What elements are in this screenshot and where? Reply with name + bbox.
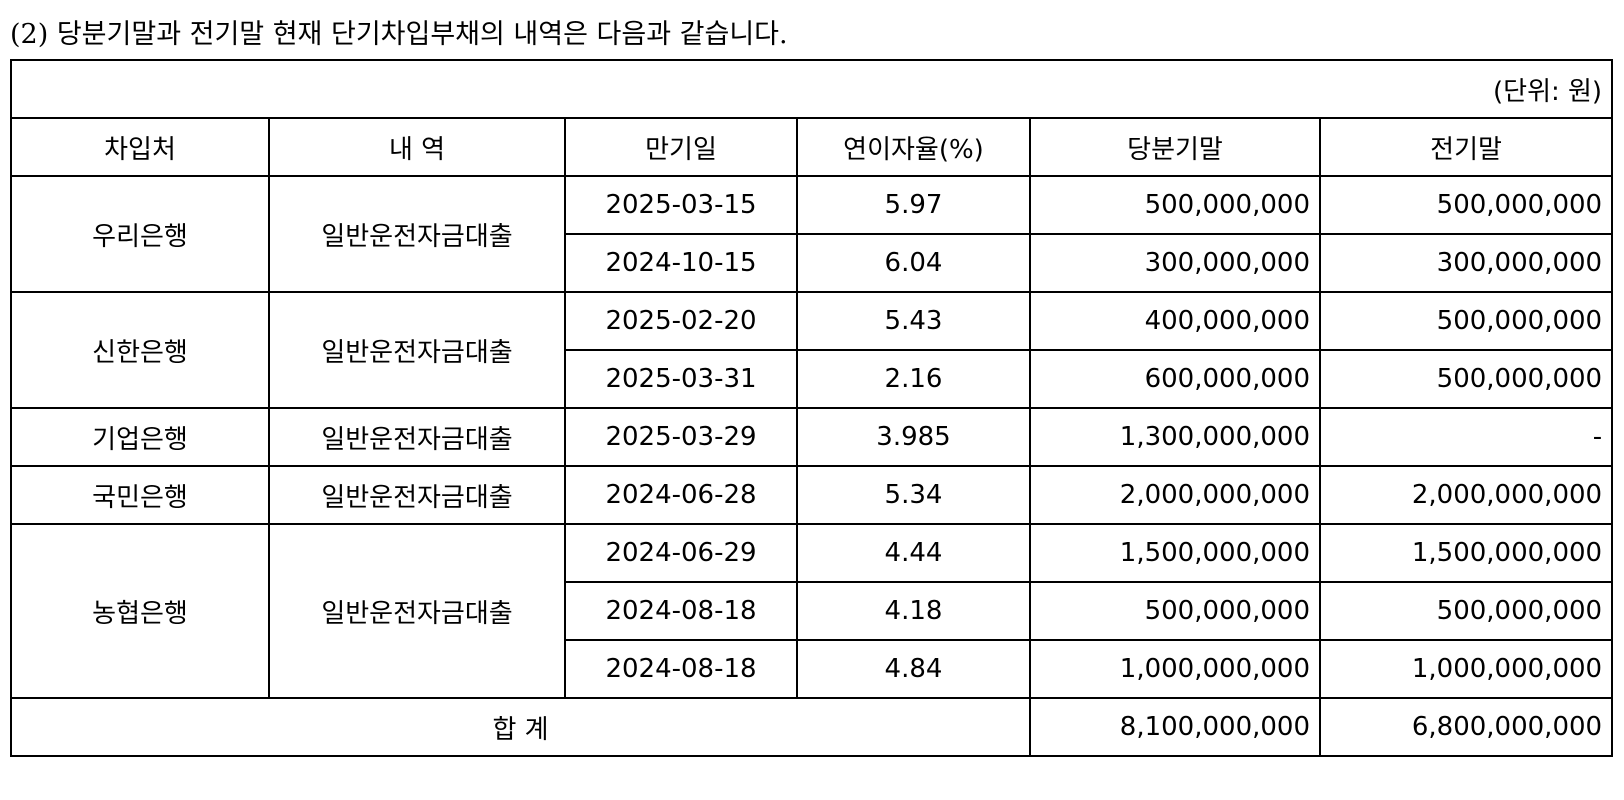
table-row: 국민은행 일반운전자금대출 2024-06-28 5.34 2,000,000,000 2…	[10, 465, 1614, 525]
prior-amount: -	[1318, 407, 1614, 467]
interest-rate: 4.18	[796, 581, 1031, 641]
total-current: 8,100,000,000	[1029, 697, 1321, 757]
unit-label: (단위: 원)	[9, 59, 1614, 119]
table-row: 차입처 내 역 만기일 연이자율(%) 당분기말 전기말	[10, 117, 1614, 177]
current-amount: 1,500,000,000	[1029, 523, 1321, 583]
lender: 국민은행	[10, 465, 270, 525]
prior-amount: 1,500,000,000	[1318, 523, 1614, 583]
current-amount: 600,000,000	[1029, 349, 1321, 409]
maturity-date: 2024-06-28	[564, 465, 798, 525]
maturity-date: 2024-08-18	[564, 581, 798, 641]
lender: 농협은행	[10, 523, 270, 699]
lender: 우리은행	[10, 175, 270, 293]
lender: 기업은행	[10, 407, 270, 467]
maturity-date: 2025-03-15	[564, 175, 798, 235]
interest-rate: 5.43	[796, 291, 1031, 351]
table-row: 2024-08-18 4.84 1,000,000,000 1,000,000,000	[11, 639, 1614, 699]
current-amount: 1,300,000,000	[1029, 407, 1321, 467]
description: 일반운전자금대출	[268, 523, 566, 699]
current-amount: 500,000,000	[1029, 581, 1321, 641]
prior-amount: 1,000,000,000	[1318, 639, 1614, 699]
header-cell: 차입처	[10, 117, 270, 177]
header-cell: 전기말	[1318, 117, 1614, 177]
current-amount: 2,000,000,000	[1029, 465, 1321, 525]
current-amount: 500,000,000	[1029, 175, 1321, 235]
maturity-date: 2024-08-18	[564, 639, 798, 699]
title: (2) 당분기말과 전기말 현재 단기차입부채의 내역은 다음과 같습니다.	[10, 19, 788, 50]
prior-amount: 500,000,000	[1318, 291, 1614, 351]
current-amount: 1,000,000,000	[1029, 639, 1321, 699]
prior-amount: 2,000,000,000	[1318, 465, 1614, 525]
table-row: 합 계 8,100,000,000 6,800,000,000	[10, 697, 1614, 757]
table-row: 2024-08-18 4.18 500,000,000 500,000,000	[11, 581, 1614, 641]
table-row: 2025-03-31 2.16 600,000,000 500,000,000	[11, 349, 1614, 409]
table-row: (단위: 원)	[9, 59, 1614, 119]
table-row: 우리은행 일반운전자금대출 2025-03-15 5.97 500,000,000 500…	[10, 175, 1614, 293]
maturity-date: 2025-02-20	[564, 291, 798, 351]
prior-amount: 500,000,000	[1318, 349, 1614, 409]
description: 일반운전자금대출	[268, 407, 566, 467]
total-prior: 6,800,000,000	[1318, 697, 1614, 757]
prior-amount: 500,000,000	[1318, 581, 1614, 641]
table-row: 기업은행 일반운전자금대출 2025-03-29 3.985 1,300,000,000…	[10, 407, 1614, 467]
description: 일반운전자금대출	[268, 175, 566, 293]
borrowings-table: (단위: 원) 차입처 내 역 만기일 연이자율(%) 당분기말 전기말 우리은행 일반운전자금…	[9, 59, 1614, 757]
interest-rate: 6.04	[796, 233, 1031, 293]
interest-rate: 5.34	[796, 465, 1031, 525]
table-row: 농협은행 일반운전자금대출 2024-06-29 4.44 1,500,000,000 1…	[10, 523, 1614, 699]
table-row: 신한은행 일반운전자금대출 2025-02-20 5.43 400,000,000 500…	[10, 291, 1614, 409]
description: 일반운전자금대출	[268, 291, 566, 409]
interest-rate: 2.16	[796, 349, 1031, 409]
prior-amount: 500,000,000	[1318, 175, 1614, 235]
current-amount: 300,000,000	[1029, 233, 1321, 293]
lender: 신한은행	[10, 291, 270, 409]
maturity-date: 2024-06-29	[564, 523, 798, 583]
interest-rate: 4.84	[796, 639, 1031, 699]
maturity-date: 2024-10-15	[564, 233, 798, 293]
header-cell: 당분기말	[1029, 117, 1321, 177]
interest-rate: 4.44	[796, 523, 1031, 583]
header-cell: 내 역	[268, 117, 566, 177]
interest-rate: 5.97	[796, 175, 1031, 235]
current-amount: 400,000,000	[1029, 291, 1321, 351]
prior-amount: 300,000,000	[1318, 233, 1614, 293]
total-label: 합 계	[10, 697, 1031, 757]
header-cell: 만기일	[564, 117, 798, 177]
header-cell: 연이자율(%)	[796, 117, 1031, 177]
description: 일반운전자금대출	[268, 465, 566, 525]
table-row: 2024-10-15 6.04 300,000,000 300,000,000	[11, 233, 1614, 293]
maturity-date: 2025-03-31	[564, 349, 798, 409]
maturity-date: 2025-03-29	[564, 407, 798, 467]
interest-rate: 3.985	[796, 407, 1031, 467]
